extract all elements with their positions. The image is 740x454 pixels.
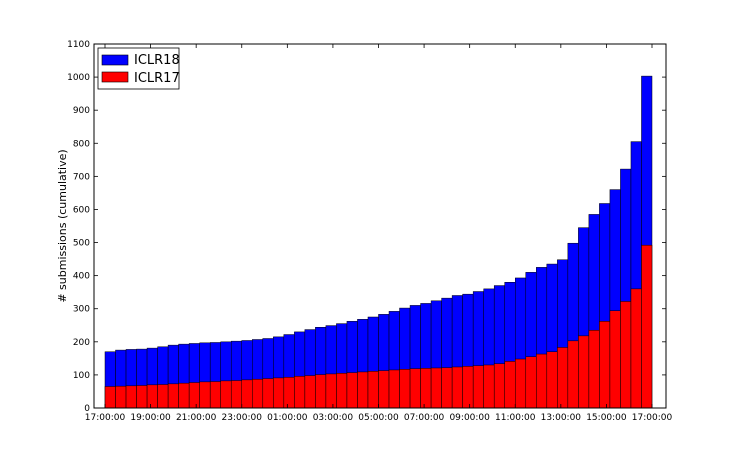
x-tick-label-8: 09:00:00 — [449, 413, 490, 423]
ticks-group: 0 100 200 300 400 500 600 700 800 900 1000 1100 17:0… — [67, 40, 672, 423]
bar-iclr17-11 — [220, 380, 232, 409]
bar-iclr17-30 — [420, 368, 432, 409]
bar-iclr17-26 — [378, 370, 390, 409]
bar-iclr17-15 — [262, 378, 274, 409]
y-tick-label-7: 700 — [73, 172, 90, 182]
bar-iclr17-40 — [525, 356, 537, 409]
bar-iclr17-5 — [157, 384, 169, 409]
x-tick-label-12: 17:00:00 — [632, 413, 673, 423]
bar-iclr17-43 — [557, 347, 569, 409]
bar-iclr17-37 — [493, 363, 505, 409]
x-tick-label-10: 13:00:00 — [541, 413, 582, 423]
bar-iclr17-24 — [357, 371, 369, 409]
bars-group — [104, 75, 653, 409]
bar-iclr17-42 — [546, 351, 558, 409]
legend-label-iclr17: ICLR17 — [134, 71, 180, 86]
bar-iclr17-12 — [230, 380, 242, 409]
bar-iclr17-41 — [536, 353, 548, 409]
bar-iclr17-4 — [146, 384, 158, 409]
bar-iclr17-36 — [483, 364, 495, 409]
bar-iclr17-13 — [241, 379, 253, 409]
bar-iclr17-7 — [178, 382, 190, 409]
bar-iclr17-14 — [252, 378, 264, 409]
bar-iclr17-50 — [630, 288, 642, 409]
y-axis-label: # submissions (cumulative) — [56, 149, 69, 302]
bar-iclr17-10 — [209, 381, 221, 409]
bar-iclr17-49 — [620, 301, 632, 409]
y-tick-label-10: 1000 — [67, 73, 90, 83]
legend-swatch-iclr18 — [101, 54, 129, 66]
bar-iclr17-48 — [609, 310, 621, 409]
bar-iclr17-9 — [199, 381, 211, 409]
y-tick-label-0: 0 — [84, 404, 90, 414]
y-tick-label-1: 100 — [73, 371, 90, 381]
bar-iclr17-19 — [304, 375, 316, 409]
bar-iclr17-32 — [441, 367, 453, 409]
y-tick-label-3: 300 — [73, 305, 90, 315]
bar-iclr17-2 — [125, 385, 137, 409]
x-tick-label-11: 15:00:00 — [586, 413, 627, 423]
y-tick-label-8: 800 — [73, 139, 90, 149]
bar-iclr17-46 — [588, 329, 600, 409]
bar-iclr17-1 — [115, 385, 127, 409]
bar-iclr17-31 — [430, 367, 442, 409]
bar-iclr17-47 — [599, 321, 611, 409]
x-tick-label-6: 05:00:00 — [358, 413, 399, 423]
x-tick-label-1: 19:00:00 — [130, 413, 171, 423]
y-tick-label-2: 200 — [73, 338, 90, 348]
bar-iclr17-23 — [346, 372, 358, 409]
bar-iclr17-38 — [504, 361, 516, 409]
bar-iclr17-34 — [462, 366, 474, 409]
y-tick-label-5: 500 — [73, 239, 90, 249]
bar-iclr17-35 — [472, 365, 484, 409]
bar-iclr17-20 — [315, 374, 327, 409]
bar-iclr17-0 — [104, 386, 116, 409]
plot-frame — [93, 43, 667, 409]
bar-iclr17-6 — [167, 383, 179, 409]
x-tick-label-4: 01:00:00 — [267, 413, 308, 423]
y-tick-label-9: 900 — [73, 106, 90, 116]
bar-iclr17-21 — [325, 373, 337, 409]
bar-iclr17-27 — [388, 369, 400, 409]
bar-iclr17-22 — [336, 373, 348, 409]
y-tick-label-11: 1100 — [67, 40, 90, 50]
y-tick-label-6: 600 — [73, 205, 90, 215]
bar-iclr17-25 — [367, 371, 379, 409]
bar-iclr17-17 — [283, 376, 295, 409]
bar-iclr17-18 — [294, 375, 306, 409]
bar-iclr17-29 — [409, 368, 421, 409]
bar-iclr17-3 — [136, 385, 148, 409]
x-tick-label-7: 07:00:00 — [404, 413, 445, 423]
bar-iclr17-44 — [567, 340, 579, 409]
legend: ICLR18 ICLR17 — [97, 47, 180, 90]
bar-iclr17-45 — [578, 335, 590, 409]
x-tick-label-5: 03:00:00 — [313, 413, 354, 423]
x-tick-label-3: 23:00:00 — [222, 413, 263, 423]
bar-iclr17-8 — [188, 382, 200, 409]
bar-iclr17-33 — [451, 366, 463, 409]
bar-iclr17-51 — [641, 244, 653, 409]
x-tick-label-9: 11:00:00 — [495, 413, 536, 423]
bar-iclr17-39 — [515, 358, 527, 409]
y-tick-label-4: 400 — [73, 272, 90, 282]
legend-swatch-iclr17 — [101, 71, 129, 83]
bar-iclr17-16 — [273, 377, 285, 409]
x-tick-label-0: 17:00:00 — [85, 413, 126, 423]
legend-label-iclr18: ICLR18 — [134, 53, 180, 68]
x-tick-label-2: 21:00:00 — [176, 413, 217, 423]
bar-iclr17-28 — [399, 369, 411, 409]
